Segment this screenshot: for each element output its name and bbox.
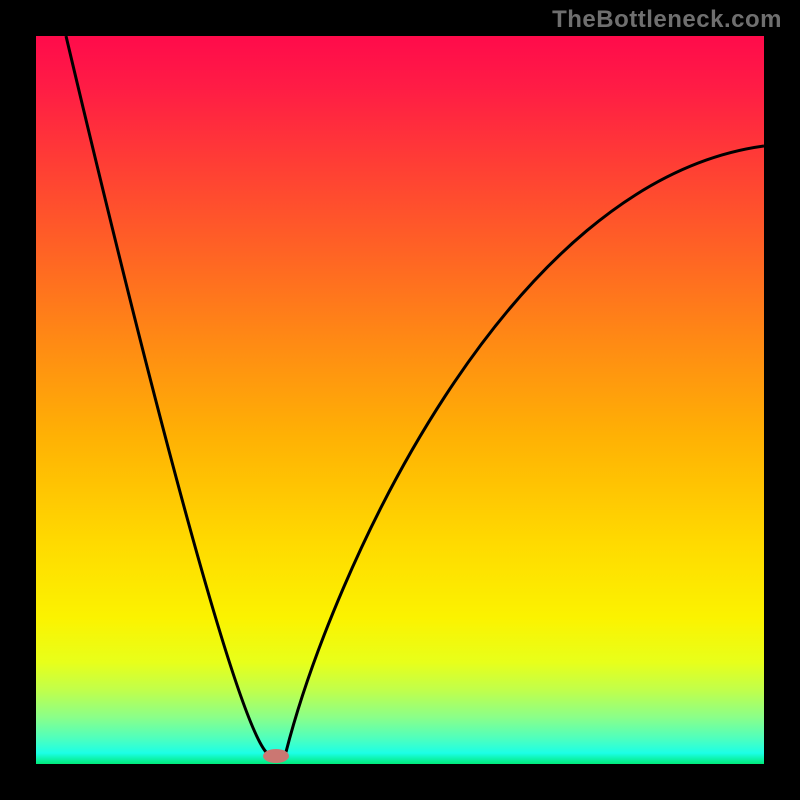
watermark-text: TheBottleneck.com bbox=[552, 6, 782, 34]
minimum-marker bbox=[263, 749, 289, 763]
chart-container: TheBottleneck.com bbox=[0, 0, 800, 800]
bottleneck-curve-left bbox=[66, 36, 266, 752]
curve-layer bbox=[36, 36, 764, 764]
bottleneck-curve-right bbox=[286, 146, 764, 752]
plot-area bbox=[36, 36, 764, 764]
